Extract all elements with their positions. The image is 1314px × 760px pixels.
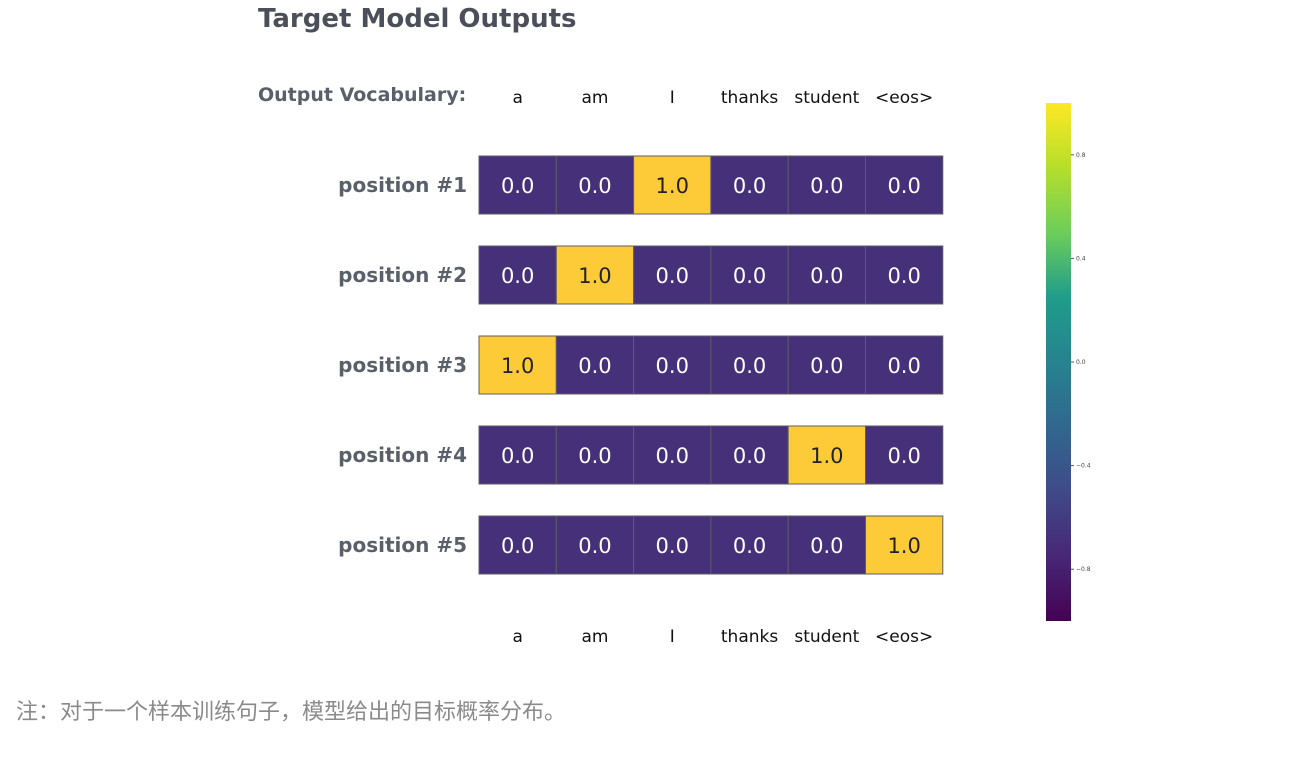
heatmap-cell-r1-c5	[787, 155, 867, 215]
cell-value-r2-c5: 0.0	[810, 264, 843, 288]
cell-value-r4-c3: 0.0	[656, 444, 689, 468]
cell-value-r2-c3: 0.0	[656, 264, 689, 288]
heatmap-cell-r5-c6	[865, 515, 944, 575]
cell-value-r1-c4: 0.0	[733, 174, 766, 198]
column-label-top-thanks: thanks	[721, 88, 778, 108]
cell-value-r3-c2: 0.0	[578, 354, 611, 378]
cell-value-r5-c3: 0.0	[656, 534, 689, 558]
heatmap-cell-r1-c3	[633, 155, 712, 215]
heatmap-figure: Target Model Outputs Output Vocabulary: …	[258, 4, 1091, 647]
column-label-top-a: a	[512, 88, 522, 108]
cell-value-r2-c1: 0.0	[501, 264, 534, 288]
cell-value-r1-c3: 1.0	[656, 174, 689, 198]
cell-value-r4-c1: 0.0	[501, 444, 534, 468]
heatmap-cell-r5-c1	[478, 515, 557, 575]
colorbar-tick-label-4: −0.4	[1076, 463, 1091, 470]
cell-value-r3-c6: 0.0	[887, 354, 920, 378]
cell-value-r5-c6: 1.0	[887, 534, 920, 558]
column-label-top-eos: <eos>	[875, 88, 933, 108]
heatmap-cell-r5-c2	[555, 515, 635, 575]
cell-value-r1-c2: 0.0	[578, 174, 611, 198]
heatmap-cell-r2-c5	[787, 245, 867, 305]
heatmap-cell-r4-c1	[478, 425, 557, 485]
column-label-bottom-am: am	[581, 627, 608, 647]
colorbar-tick-label-3: 0.0	[1076, 359, 1086, 366]
heatmap-cell-r3-c2	[555, 335, 635, 395]
heatmap-cell-r3-c6	[865, 335, 944, 395]
cell-value-r1-c5: 0.0	[810, 174, 843, 198]
cell-value-r2-c6: 0.0	[887, 264, 920, 288]
heatmap-cell-r1-c6	[865, 155, 944, 215]
cell-value-r5-c4: 0.0	[733, 534, 766, 558]
heatmap-cell-r4-c5	[787, 425, 867, 485]
heatmap-cell-r2-c3	[633, 245, 712, 305]
cell-value-r3-c5: 0.0	[810, 354, 843, 378]
cell-value-r5-c2: 0.0	[578, 534, 611, 558]
cell-value-r1-c1: 0.0	[501, 174, 534, 198]
cell-value-r2-c4: 0.0	[733, 264, 766, 288]
heatmap-cell-r3-c5	[787, 335, 867, 395]
heatmap-cell-r4-c2	[555, 425, 635, 485]
colorbar-tick-label-5: −0.8	[1076, 566, 1091, 573]
cell-value-r2-c2: 1.0	[578, 264, 611, 288]
heatmap-cell-r5-c5	[787, 515, 867, 575]
heatmap-cell-r2-c1	[478, 245, 557, 305]
cell-value-r4-c4: 0.0	[733, 444, 766, 468]
chart-title: Target Model Outputs	[258, 4, 577, 34]
column-label-bottom-student: student	[794, 627, 859, 647]
cell-value-r3-c4: 0.0	[733, 354, 766, 378]
cell-value-r4-c2: 0.0	[578, 444, 611, 468]
figure-caption: 注：对于一个样本训练句子，模型给出的目标概率分布。	[16, 700, 567, 725]
heatmap-cell-r4-c6	[865, 425, 944, 485]
cell-value-r5-c5: 0.0	[810, 534, 843, 558]
row-label-3: position #3	[338, 353, 467, 377]
cell-value-r4-c5: 1.0	[810, 444, 843, 468]
heatmap-cell-r1-c1	[478, 155, 557, 215]
cell-value-r3-c3: 0.0	[656, 354, 689, 378]
column-label-top-i: I	[670, 88, 675, 108]
heatmap-cell-r3-c4	[710, 335, 789, 395]
column-label-top-am: am	[581, 88, 608, 108]
colorbar-tick-label-2: 0.4	[1076, 255, 1086, 262]
cell-value-r3-c1: 1.0	[501, 354, 534, 378]
output-vocabulary-label: Output Vocabulary:	[258, 84, 467, 106]
heatmap-cell-r4-c4	[710, 425, 789, 485]
colorbar	[1046, 103, 1071, 621]
heatmap-cell-r1-c4	[710, 155, 789, 215]
heatmap-cell-r2-c6	[865, 245, 944, 305]
row-label-5: position #5	[338, 533, 467, 557]
cell-value-r4-c6: 0.0	[887, 444, 920, 468]
colorbar-tick-label-1: 0.8	[1076, 152, 1086, 159]
row-label-2: position #2	[338, 263, 467, 287]
column-label-bottom-eos: <eos>	[875, 627, 933, 647]
heatmap-cell-r3-c3	[633, 335, 712, 395]
column-label-top-student: student	[794, 88, 859, 108]
cell-value-r5-c1: 0.0	[501, 534, 534, 558]
row-label-4: position #4	[338, 443, 467, 467]
heatmap-cell-r5-c3	[633, 515, 712, 575]
row-label-1: position #1	[338, 173, 467, 197]
heatmap-cell-r2-c2	[555, 245, 635, 305]
column-label-bottom-i: I	[670, 627, 675, 647]
heatmap-cell-r5-c4	[710, 515, 789, 575]
cell-value-r1-c6: 0.0	[887, 174, 920, 198]
column-label-bottom-a: a	[512, 627, 522, 647]
column-label-bottom-thanks: thanks	[721, 627, 778, 647]
heatmap-cell-r2-c4	[710, 245, 789, 305]
